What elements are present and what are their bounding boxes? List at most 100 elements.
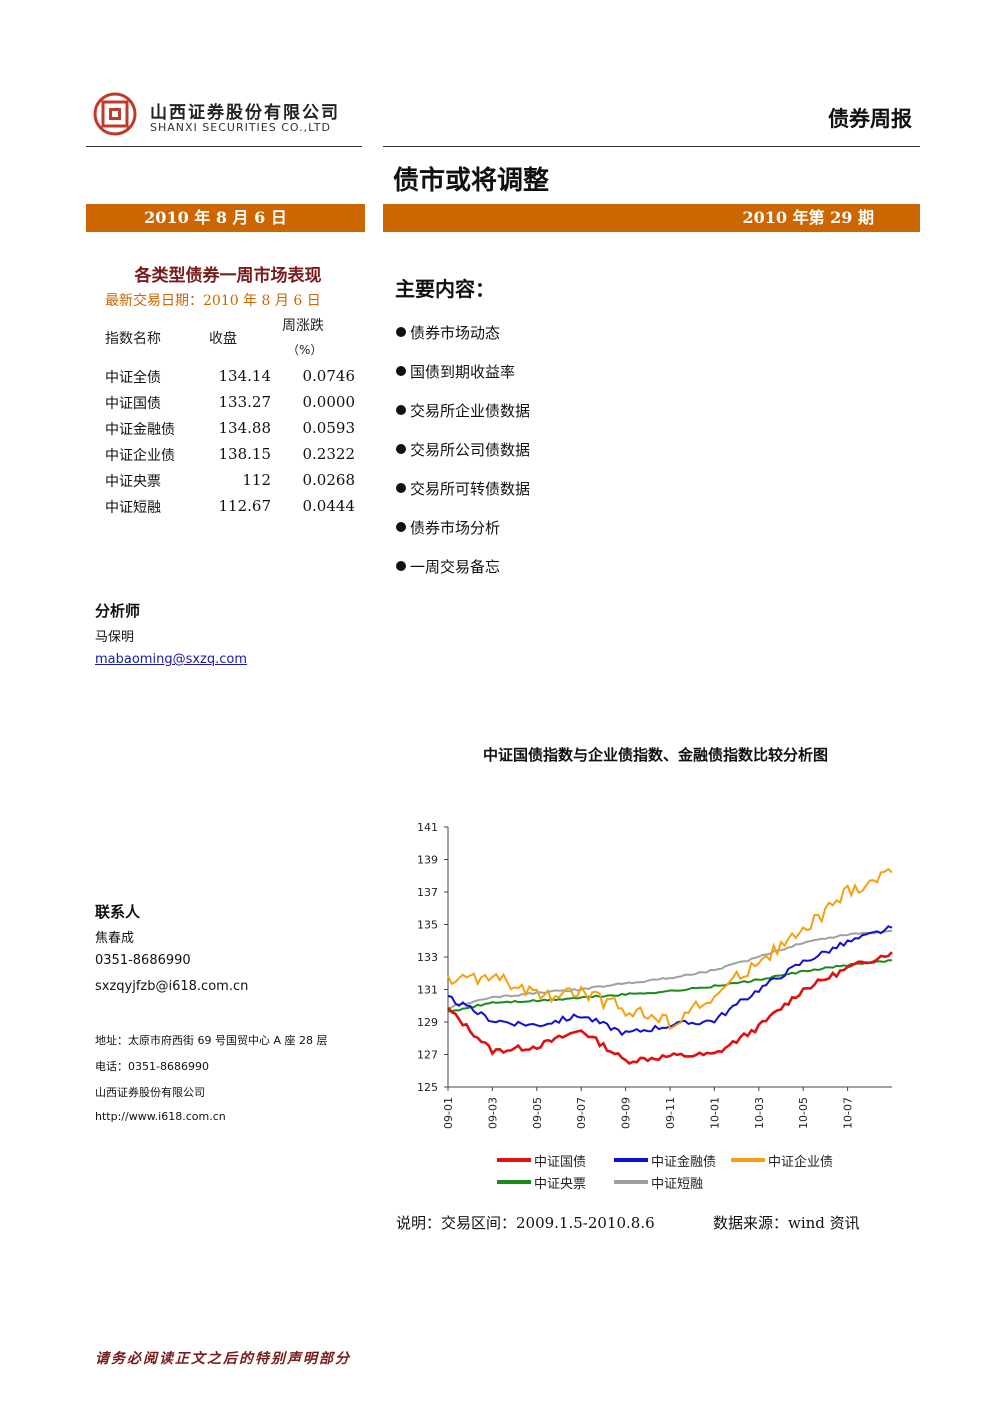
table-row: 中证全债 134.14 0.0746 — [105, 367, 365, 389]
bullet-icon — [396, 405, 406, 415]
x-tick-label: 09-11 — [664, 1097, 677, 1129]
row-close: 133.27 — [218, 393, 272, 411]
legend-item: 中证央票 — [497, 1173, 586, 1192]
x-tick-label: 10-03 — [753, 1097, 766, 1129]
y-tick-label: 137 — [417, 886, 438, 899]
legend-item: 中证金融债 — [614, 1151, 716, 1170]
y-tick-label: 133 — [417, 951, 438, 964]
legend-swatch — [497, 1158, 531, 1162]
list-item: 债券市场分析 — [396, 517, 500, 538]
report-title: 债市或将调整 — [393, 166, 550, 196]
y-tick-label: 131 — [417, 984, 438, 997]
contact-tel: 电话：0351-8686990 — [95, 1060, 209, 1073]
row-change: 0.0746 — [302, 367, 356, 385]
col-header-close: 收盘 — [209, 331, 237, 347]
row-change: 0.0593 — [302, 419, 356, 437]
series-line-1 — [447, 951, 893, 1066]
list-item: 交易所企业债数据 — [396, 400, 530, 421]
col-header-name: 指数名称 — [105, 331, 161, 347]
row-name: 中证央票 — [105, 474, 161, 490]
contact-heading: 联系人 — [95, 903, 141, 921]
contact-email: sxzqyjfzb@i618.com.cn — [95, 979, 249, 994]
row-change: 0.0268 — [302, 471, 356, 489]
y-tick-label: 139 — [417, 854, 438, 867]
y-tick-label: 135 — [417, 919, 438, 932]
contact-phone: 0351-8686990 — [95, 953, 191, 968]
series-line-5 — [447, 930, 893, 1010]
row-change: 0.0444 — [302, 497, 356, 515]
caption-source: 数据来源：wind 资讯 — [713, 1214, 860, 1232]
list-item: 债券市场动态 — [396, 322, 500, 343]
company-name-en: SHANXI SECURITIES CO.,LTD — [150, 121, 331, 134]
row-close: 112 — [242, 471, 271, 489]
market-latest-date: 最新交易日期：2010 年 8 月 6 日 — [105, 293, 321, 309]
x-tick-label: 09-01 — [442, 1097, 455, 1129]
analyst-heading: 分析师 — [95, 602, 141, 620]
header-divider-right — [383, 146, 920, 147]
table-row: 中证国债 133.27 0.0000 — [105, 393, 365, 415]
bullet-icon — [396, 522, 406, 532]
company-seal-icon — [93, 92, 137, 136]
legend-swatch — [731, 1158, 765, 1162]
bullet-icon — [396, 327, 406, 337]
analyst-name: 马保明 — [95, 630, 135, 645]
chart-title: 中证国债指数与企业债指数、金融债指数比较分析图 — [482, 746, 828, 764]
legend-item: 中证国债 — [497, 1151, 586, 1170]
analyst-email-link[interactable]: mabaoming@sxzq.com — [95, 652, 248, 667]
row-close: 112.67 — [218, 497, 272, 515]
x-tick-label: 09-03 — [486, 1097, 499, 1129]
row-change: 0.2322 — [302, 445, 356, 463]
row-name: 中证短融 — [105, 500, 161, 516]
y-tick-label: 129 — [417, 1016, 438, 1029]
x-tick-label: 10-01 — [708, 1097, 721, 1129]
company-name-cn: 山西证券股份有限公司 — [150, 103, 340, 123]
row-close: 134.14 — [218, 367, 272, 385]
contact-url: http://www.i618.com.cn — [95, 1110, 226, 1123]
x-tick-label: 10-05 — [797, 1097, 810, 1129]
list-item: 交易所公司债数据 — [396, 439, 530, 460]
row-close: 138.15 — [218, 445, 272, 463]
y-tick-label: 127 — [417, 1049, 438, 1062]
legend-item: 中证企业债 — [731, 1151, 833, 1170]
bullet-icon — [396, 561, 406, 571]
list-item: 交易所可转债数据 — [396, 478, 530, 499]
legend-item: 中证短融 — [614, 1173, 703, 1192]
row-name: 中证全债 — [105, 370, 161, 386]
series-line-3 — [447, 867, 893, 1031]
x-tick-label: 10-07 — [842, 1097, 855, 1129]
contact-company: 山西证券股份有限公司 — [95, 1086, 205, 1099]
document-type: 债券周报 — [828, 107, 912, 131]
contents-title: 主要内容： — [395, 277, 495, 301]
row-name: 中证企业债 — [105, 448, 175, 464]
row-change: 0.0000 — [302, 393, 356, 411]
col-header-change: 周涨跌 — [282, 318, 324, 334]
list-item: 国债到期收益率 — [396, 361, 515, 382]
legend-swatch — [614, 1180, 648, 1184]
y-tick-label: 141 — [417, 821, 438, 834]
legend-swatch — [497, 1180, 531, 1184]
bullet-icon — [396, 366, 406, 376]
disclaimer-notice: 请务必阅读正文之后的特别声明部分 — [95, 1351, 351, 1367]
table-row: 中证企业债 138.15 0.2322 — [105, 445, 365, 467]
table-row: 中证央票 112 0.0268 — [105, 471, 365, 493]
bullet-icon — [396, 444, 406, 454]
table-row: 中证金融债 134.88 0.0593 — [105, 419, 365, 441]
x-tick-label: 09-05 — [531, 1097, 544, 1129]
chart-caption: 说明：交易区间：2009.1.5-2010.8.6 数据来源：wind 资讯 — [396, 1212, 906, 1233]
row-close: 134.88 — [218, 419, 272, 437]
date-bar: 2010 年 8 月 6 日 — [86, 204, 365, 232]
series-line-4 — [447, 959, 892, 1013]
col-header-change-unit: （%） — [287, 343, 323, 357]
row-name: 中证金融债 — [105, 422, 175, 438]
list-item: 一周交易备忘 — [396, 556, 500, 577]
bond-index-line-chart: 141 139 137 135 133 131 129 127 125 09-01 09-03 09-… — [417, 821, 893, 1129]
table-row: 中证短融 112.67 0.0444 — [105, 497, 365, 519]
y-tick-label: 125 — [417, 1081, 438, 1094]
bullet-icon — [396, 483, 406, 493]
market-table-title: 各类型债券一周市场表现 — [134, 266, 322, 286]
row-name: 中证国债 — [105, 396, 161, 412]
header-divider-left — [86, 146, 362, 147]
x-tick-label: 09-07 — [575, 1097, 588, 1129]
x-tick-label: 09-09 — [620, 1097, 633, 1129]
legend-swatch — [614, 1158, 648, 1162]
